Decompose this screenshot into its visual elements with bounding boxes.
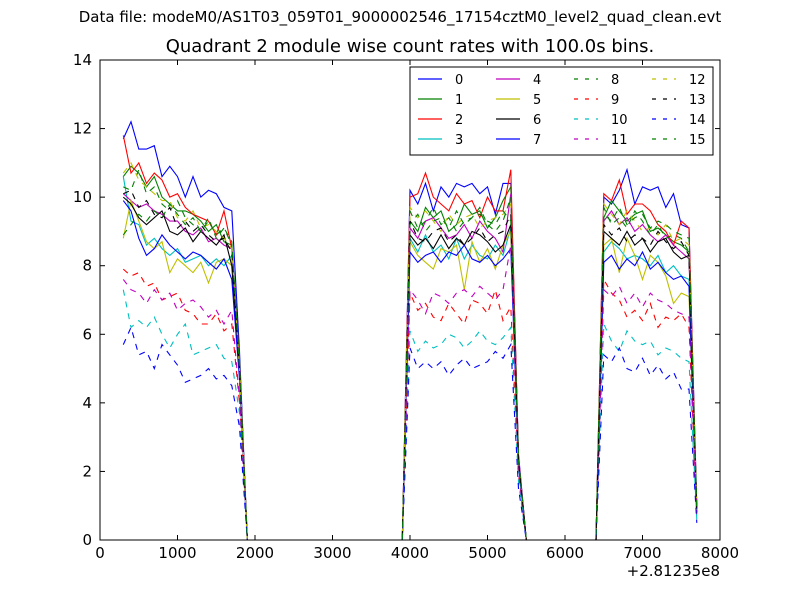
- series-line-10: [122, 289, 698, 540]
- legend-label-13: 13: [689, 93, 706, 108]
- series-line-14: [122, 325, 698, 540]
- x-tick-label: 0: [95, 544, 105, 562]
- y-tick-label: 0: [82, 531, 92, 549]
- legend-label-9: 9: [611, 93, 619, 108]
- x-offset-label: +2.81235e8: [626, 562, 720, 580]
- x-tick-label: 8000: [701, 544, 739, 562]
- y-tick-label: 10: [73, 188, 92, 206]
- y-tick-label: 14: [73, 51, 92, 69]
- series-line-11: [122, 245, 698, 540]
- x-tick-label: 7000: [623, 544, 661, 562]
- x-tick-label: 3000: [313, 544, 351, 562]
- legend-label-11: 11: [611, 133, 628, 148]
- series-line-9: [122, 268, 698, 540]
- y-tick-label: 6: [82, 325, 92, 343]
- legend-label-5: 5: [533, 93, 541, 108]
- series-line-1: [122, 165, 698, 540]
- series-line-7: [122, 200, 698, 540]
- series-line-6: [122, 196, 698, 540]
- x-tick-label: 2000: [236, 544, 274, 562]
- series-line-8: [123, 168, 698, 540]
- y-tick-label: 12: [73, 120, 92, 138]
- legend-label-4: 4: [533, 73, 541, 88]
- series-line-2: [122, 135, 698, 540]
- legend-label-10: 10: [611, 113, 628, 128]
- legend-label-6: 6: [533, 113, 541, 128]
- legend-label-0: 0: [455, 73, 463, 88]
- y-tick-label: 2: [82, 462, 92, 480]
- series-line-13: [123, 189, 698, 540]
- legend-label-12: 12: [689, 73, 706, 88]
- series-line-15: [122, 202, 698, 540]
- legend-box: [409, 66, 714, 156]
- x-tick-label: 5000: [468, 544, 506, 562]
- y-tick-label: 8: [82, 257, 92, 275]
- legend-label-15: 15: [689, 133, 706, 148]
- x-tick-label: 1000: [158, 544, 196, 562]
- series-line-4: [122, 193, 698, 540]
- legend-label-1: 1: [455, 93, 463, 108]
- legend-label-3: 3: [455, 133, 463, 148]
- legend-label-2: 2: [455, 113, 463, 128]
- legend-label-14: 14: [689, 113, 706, 128]
- data-file-title: Data file: modeM0/AS1T03_059T01_90000025…: [78, 8, 722, 26]
- x-tick-label: 4000: [391, 544, 429, 562]
- series-line-12: [122, 161, 698, 540]
- x-tick-label: 6000: [546, 544, 584, 562]
- legend-label-8: 8: [611, 73, 619, 88]
- legend-label-7: 7: [533, 133, 541, 148]
- y-tick-label: 4: [82, 394, 92, 412]
- chart-title: Quadrant 2 module wise count rates with …: [165, 36, 655, 57]
